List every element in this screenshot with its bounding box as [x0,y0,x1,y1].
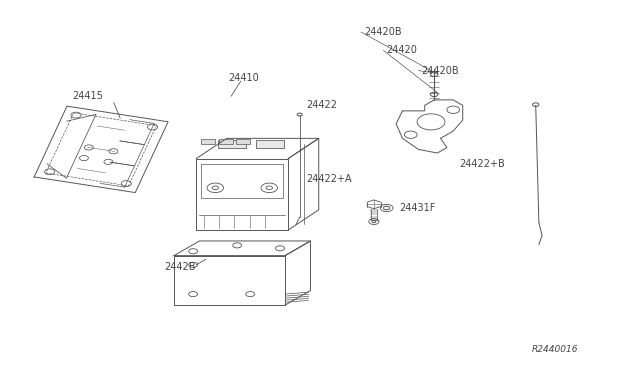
Circle shape [372,221,376,223]
Circle shape [383,206,390,210]
Circle shape [266,186,273,190]
Bar [202,164,284,198]
Bar [236,139,250,144]
Bar [219,139,232,144]
Text: 24420B: 24420B [422,65,459,76]
Circle shape [212,186,218,190]
Text: 24415: 24415 [72,91,104,101]
Bar [256,140,284,148]
Text: 24431F: 24431F [399,203,436,213]
Text: 24410: 24410 [228,73,259,83]
Text: 24422+A: 24422+A [306,174,351,185]
Circle shape [430,92,438,97]
Text: 24420B: 24420B [364,27,402,37]
Bar [201,139,215,144]
Text: 24422+B: 24422+B [460,159,506,169]
Bar [218,140,246,148]
Text: 24422: 24422 [306,100,337,110]
Circle shape [297,113,302,116]
Text: 2442B: 2442B [164,262,196,272]
Circle shape [430,72,438,76]
Text: 24420: 24420 [387,45,417,55]
Text: R2440016: R2440016 [531,344,578,353]
